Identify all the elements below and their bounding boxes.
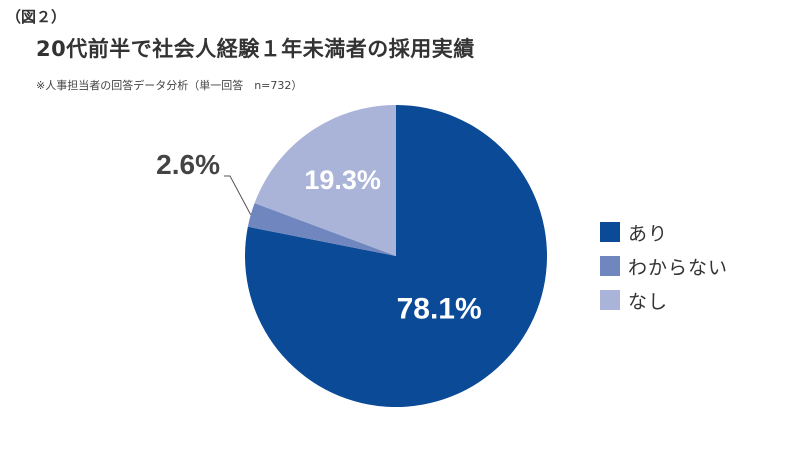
legend-swatch <box>600 222 620 242</box>
legend-label: わからない <box>628 256 729 279</box>
legend-item-2: なし <box>600 283 728 317</box>
legend-swatch <box>600 256 620 276</box>
slice-value-label-0: 78.1% <box>397 292 482 325</box>
chart-note: ※人事担当者の回答データ分析（単一回答 n=732） <box>36 79 303 92</box>
leader-line-1 <box>224 175 252 216</box>
legend-swatch <box>600 290 620 310</box>
chart-title: 20代前半で社会人経験１年未満者の採用実績 <box>36 37 475 61</box>
legend-label: なし <box>628 290 669 313</box>
legend-item-1: わからない <box>600 249 728 283</box>
chart-legend: あり わからない なし <box>600 215 728 317</box>
figure-label: （図２） <box>6 8 67 26</box>
legend-item-0: あり <box>600 215 728 249</box>
pie-slice-1 <box>247 203 396 256</box>
slice-value-label-2: 19.3% <box>304 165 381 195</box>
slice-value-label-1: 2.6% <box>156 149 220 180</box>
pie-slice-2 <box>254 105 396 256</box>
legend-label: あり <box>628 222 669 245</box>
